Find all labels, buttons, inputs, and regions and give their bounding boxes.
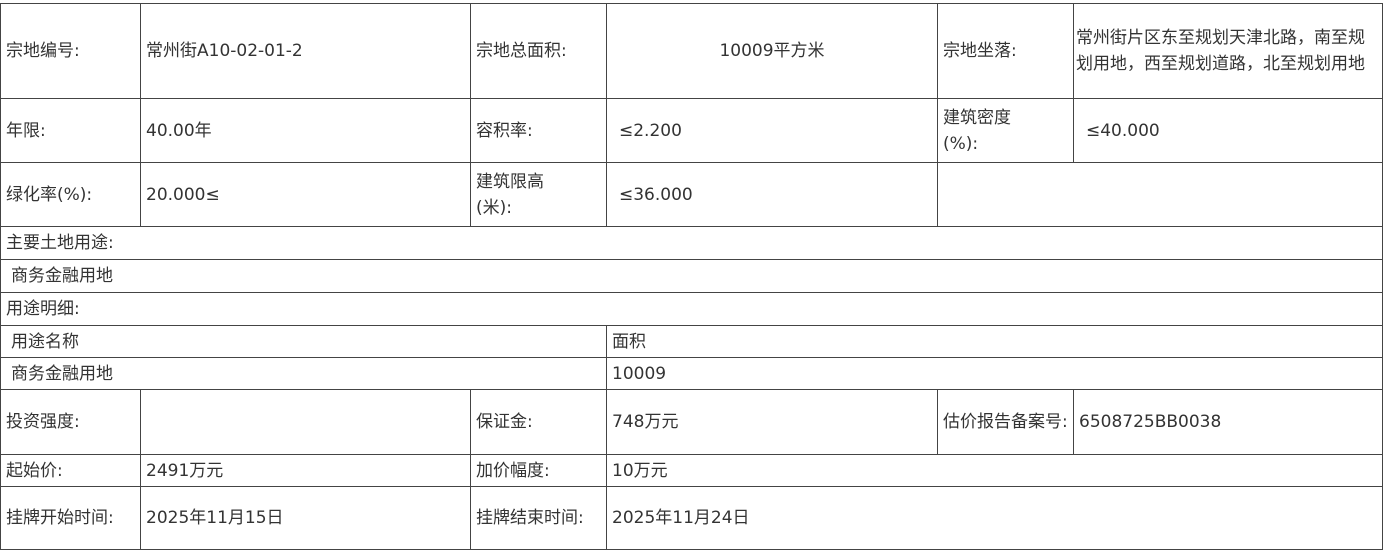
main-use-value: 商务金融用地	[0, 259, 1383, 293]
green-label: 绿化率(%):	[0, 162, 141, 227]
investment-value	[140, 389, 471, 455]
use-area-value: 10009	[606, 357, 1383, 390]
total-area-label: 宗地总面积:	[470, 3, 607, 99]
use-name-header: 用途名称	[0, 325, 607, 358]
use-name-value: 商务金融用地	[0, 357, 607, 390]
increment-label: 加价幅度:	[470, 454, 607, 487]
deposit-label: 保证金:	[470, 389, 607, 455]
green-value: 20.000≤	[140, 162, 471, 227]
location-label: 宗地坐落:	[937, 3, 1074, 99]
term-label: 年限:	[0, 98, 141, 163]
main-use-label: 主要土地用途:	[0, 226, 1383, 260]
start-price-label: 起始价:	[0, 454, 141, 487]
listing-start-value: 2025年11月15日	[140, 486, 471, 550]
appraisal-value: 6508725BB0038	[1073, 389, 1383, 455]
density-value: ≤40.000	[1073, 98, 1383, 163]
deposit-value: 748万元	[606, 389, 938, 455]
listing-start-label: 挂牌开始时间:	[0, 486, 141, 550]
parcel-no-value: 常州街A10-02-01-2	[140, 3, 471, 99]
parcel-no-label: 宗地编号:	[0, 3, 141, 99]
empty-cell	[937, 162, 1383, 227]
listing-end-label: 挂牌结束时间:	[470, 486, 607, 550]
far-label: 容积率:	[470, 98, 607, 163]
appraisal-label: 估价报告备案号:	[937, 389, 1074, 455]
height-label: 建筑限高(米):	[470, 162, 607, 227]
increment-value: 10万元	[606, 454, 1383, 487]
use-detail-label: 用途明细:	[0, 292, 1383, 326]
investment-label: 投资强度:	[0, 389, 141, 455]
use-area-header: 面积	[606, 325, 1383, 358]
height-value: ≤36.000	[606, 162, 938, 227]
term-value: 40.00年	[140, 98, 471, 163]
total-area-value: 10009平方米	[606, 3, 938, 99]
location-value: 常州街片区东至规划天津北路，南至规划用地，西至规划道路，北至规划用地	[1073, 3, 1383, 99]
far-value: ≤2.200	[606, 98, 938, 163]
start-price-value: 2491万元	[140, 454, 471, 487]
density-label: 建筑密度(%):	[937, 98, 1074, 163]
listing-end-value: 2025年11月24日	[606, 486, 1383, 550]
